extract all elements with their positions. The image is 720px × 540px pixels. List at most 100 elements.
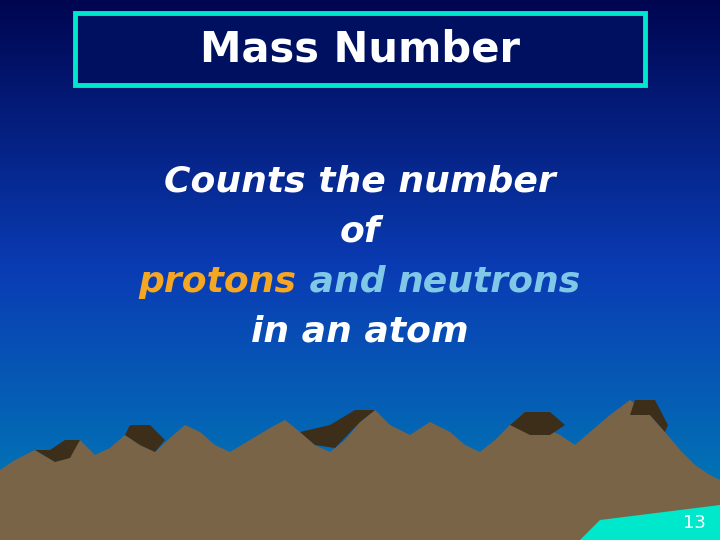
Bar — [0, 87, 720, 89]
Bar — [0, 133, 720, 135]
Bar — [0, 37, 720, 39]
Bar — [0, 22, 720, 23]
Bar — [0, 51, 720, 52]
Bar — [0, 500, 720, 501]
Bar — [0, 448, 720, 449]
Bar — [0, 482, 720, 483]
Bar — [0, 190, 720, 191]
Bar — [0, 55, 720, 56]
Bar — [0, 120, 720, 122]
Bar — [0, 153, 720, 155]
Text: Counts the number: Counts the number — [164, 165, 556, 199]
Bar — [0, 443, 720, 445]
Bar — [0, 514, 720, 515]
Bar — [0, 221, 720, 223]
Bar — [0, 298, 720, 299]
Bar — [0, 50, 720, 51]
Bar — [0, 197, 720, 198]
Bar — [0, 36, 720, 37]
Bar — [0, 233, 720, 234]
Polygon shape — [630, 400, 668, 432]
Text: and: and — [297, 265, 398, 299]
Bar — [0, 496, 720, 497]
Bar — [0, 406, 720, 407]
Bar — [0, 280, 720, 281]
Bar — [0, 51, 720, 53]
Bar — [0, 355, 720, 357]
Bar — [0, 205, 720, 206]
Bar — [0, 535, 720, 536]
Bar — [0, 402, 720, 404]
Bar — [0, 308, 720, 310]
Bar — [0, 284, 720, 285]
Bar — [0, 126, 720, 128]
Bar — [0, 316, 720, 318]
Bar — [0, 52, 720, 54]
Bar — [0, 310, 720, 312]
Bar — [0, 484, 720, 486]
Bar — [0, 516, 720, 518]
Bar — [0, 505, 720, 507]
Bar — [0, 225, 720, 226]
Bar — [0, 21, 720, 22]
Bar — [0, 423, 720, 425]
Bar — [0, 23, 720, 24]
Bar — [0, 213, 720, 214]
Bar — [0, 430, 720, 432]
Bar — [0, 219, 720, 220]
Bar — [0, 460, 720, 461]
Text: 13: 13 — [683, 514, 706, 532]
Bar — [0, 127, 720, 129]
Bar — [0, 233, 720, 235]
Bar — [0, 314, 720, 316]
Bar — [0, 510, 720, 512]
Bar — [0, 402, 720, 403]
Bar — [0, 396, 720, 398]
Bar — [0, 105, 720, 106]
Bar — [0, 242, 720, 244]
Bar — [0, 40, 720, 42]
Bar — [0, 338, 720, 339]
Bar — [0, 522, 720, 523]
Bar — [0, 90, 720, 91]
Bar — [0, 258, 720, 259]
Bar — [0, 508, 720, 509]
Bar — [0, 204, 720, 205]
Bar — [0, 294, 720, 295]
Bar — [0, 156, 720, 157]
Bar — [0, 489, 720, 491]
Bar — [0, 183, 720, 184]
Bar — [0, 461, 720, 462]
Bar — [0, 305, 720, 306]
Bar — [0, 29, 720, 30]
Bar — [0, 341, 720, 343]
Bar — [0, 322, 720, 324]
Bar — [0, 158, 720, 159]
Bar — [0, 237, 720, 238]
Bar — [0, 124, 720, 125]
Bar — [0, 35, 720, 36]
Bar — [0, 267, 720, 269]
Bar — [0, 497, 720, 499]
Bar — [0, 417, 720, 419]
Bar — [0, 474, 720, 475]
Bar — [0, 255, 720, 257]
Bar — [0, 181, 720, 183]
Bar — [0, 173, 720, 175]
Bar — [0, 246, 720, 248]
Bar — [0, 165, 720, 167]
Bar — [0, 64, 720, 65]
Bar — [0, 327, 720, 328]
Bar — [0, 57, 720, 59]
Bar — [0, 272, 720, 273]
Bar — [0, 490, 720, 492]
Bar — [0, 110, 720, 111]
Bar — [0, 429, 720, 430]
Bar — [0, 319, 720, 320]
Bar — [0, 422, 720, 423]
Bar — [0, 3, 720, 4]
Bar — [0, 503, 720, 504]
Bar — [0, 106, 720, 108]
Bar — [0, 174, 720, 176]
Bar — [0, 295, 720, 297]
